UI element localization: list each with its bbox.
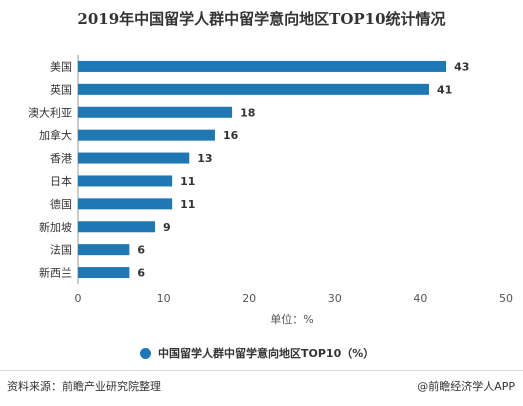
x-tick-label-3: 30 xyxy=(328,292,342,305)
x-tick-label-4: 40 xyxy=(413,292,427,305)
data-label-5: 11 xyxy=(180,175,195,188)
x-tick-label-2: 20 xyxy=(242,292,256,305)
bar-2 xyxy=(78,106,233,118)
category-label-7: 新加坡 xyxy=(39,220,72,234)
category-label-6: 德国 xyxy=(50,197,72,211)
x-tick-label-0: 0 xyxy=(75,292,82,305)
brand-label: @前瞻经济学人APP xyxy=(417,380,515,393)
bar-4 xyxy=(78,152,190,164)
data-label-7: 9 xyxy=(163,221,171,234)
bar-chart: 美国 43 英国 41 澳大利亚 18 加拿大 16 香港 13 日本 11 德国 11 新加坡 9 法国 6 新西… xyxy=(28,55,513,326)
bar-0 xyxy=(78,60,447,72)
bar-6 xyxy=(78,198,173,210)
x-tick-label-5: 50 xyxy=(499,292,513,305)
legend: 中国留学人群中留学意向地区TOP10（%） xyxy=(140,345,374,361)
chart-title: 2019年中国留学人群中留学意向地区TOP10统计情况 xyxy=(77,10,446,28)
footer-divider xyxy=(0,370,523,371)
category-label-2: 澳大利亚 xyxy=(28,105,72,119)
category-label-0: 美国 xyxy=(50,60,72,73)
data-label-8: 6 xyxy=(137,244,145,257)
legend-label: 中国留学人群中留学意向地区TOP10（%） xyxy=(158,347,375,360)
x-tick-label-1: 10 xyxy=(157,292,171,305)
bar-5 xyxy=(78,175,173,187)
category-label-5: 日本 xyxy=(50,174,72,188)
x-axis-label: 单位：% xyxy=(270,312,313,326)
data-label-9: 6 xyxy=(137,267,145,280)
category-label-4: 香港 xyxy=(50,152,72,165)
data-label-2: 18 xyxy=(240,106,255,119)
category-label-9: 新西兰 xyxy=(39,266,72,280)
category-label-3: 加拿大 xyxy=(39,128,72,142)
source-note: 资料来源：前瞻产业研究院整理 xyxy=(7,380,161,393)
legend-marker xyxy=(140,347,151,359)
category-label-1: 英国 xyxy=(50,82,72,96)
data-label-4: 13 xyxy=(197,152,212,165)
bar-3 xyxy=(78,129,215,141)
category-label-8: 法国 xyxy=(50,243,72,257)
bar-9 xyxy=(78,267,130,279)
bar-8 xyxy=(78,244,130,256)
bar-7 xyxy=(78,221,156,233)
data-label-6: 11 xyxy=(180,198,195,211)
bar-1 xyxy=(78,83,429,95)
data-label-1: 41 xyxy=(437,83,452,96)
data-label-3: 16 xyxy=(223,129,239,142)
data-label-0: 43 xyxy=(454,60,469,73)
